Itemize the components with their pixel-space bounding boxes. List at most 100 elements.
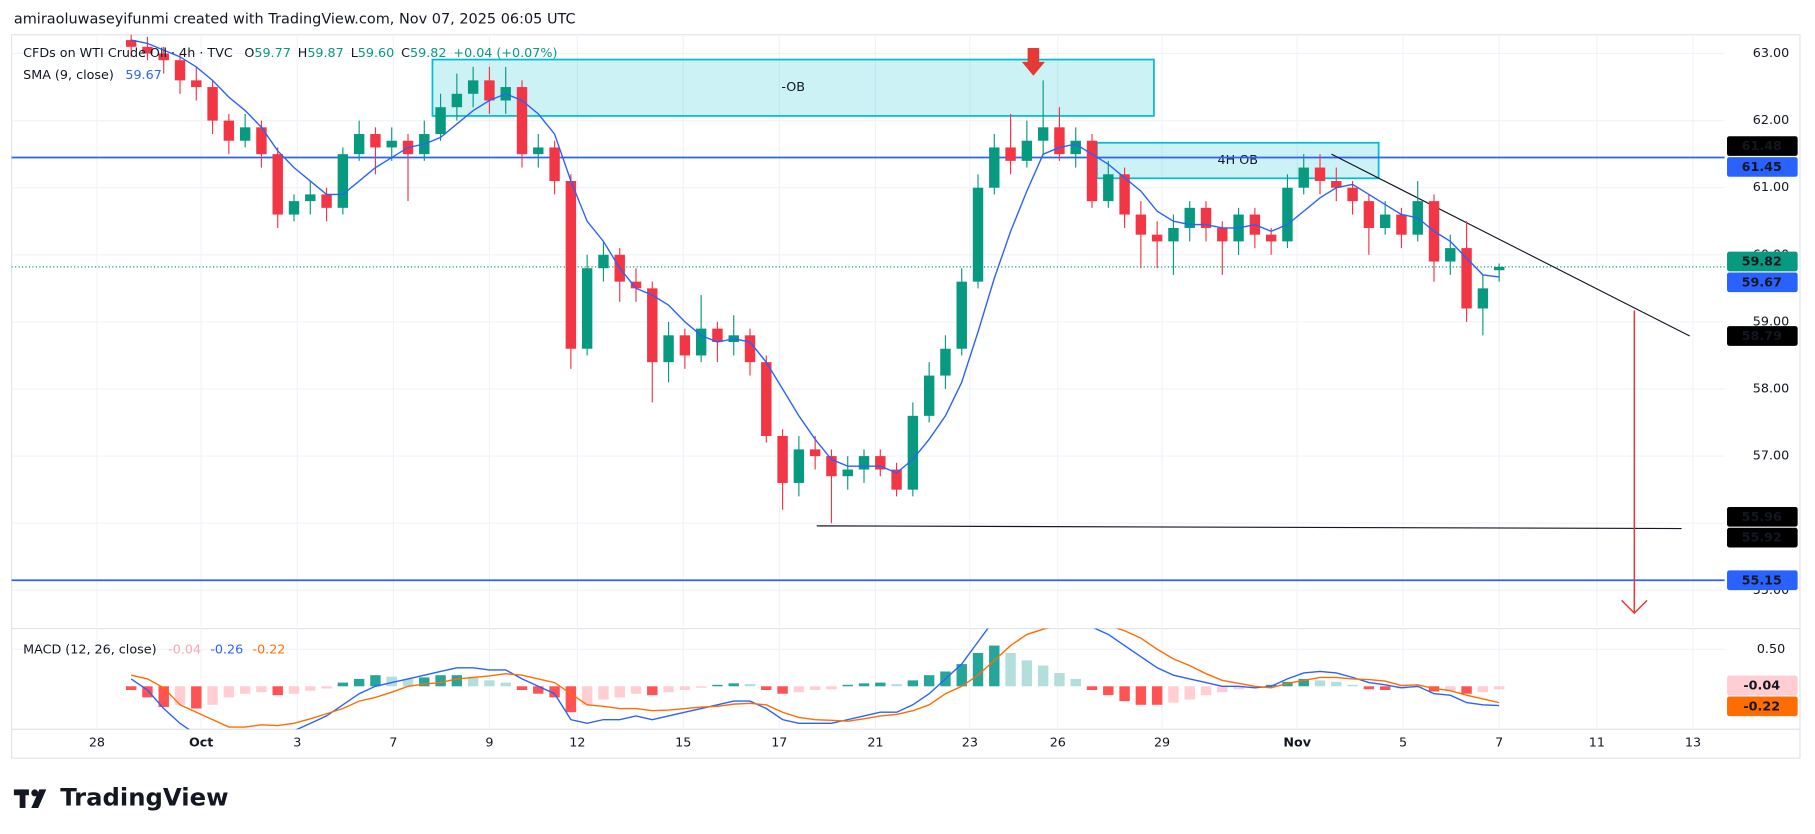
macd-histogram-bar	[581, 686, 593, 705]
candle-body	[1396, 214, 1407, 235]
candle-body	[353, 134, 365, 155]
macd-histogram-bar	[712, 684, 723, 687]
price-tag	[1727, 675, 1798, 696]
macd-histogram-bar	[435, 675, 446, 687]
price-tag	[1727, 527, 1798, 548]
candle-body	[1477, 288, 1489, 309]
brand-logo	[13, 789, 47, 808]
macd-histogram-bar	[891, 684, 902, 687]
candle-body	[793, 449, 805, 483]
candle-body	[1331, 180, 1342, 188]
order-block-label: -OB	[781, 80, 805, 95]
y2-tick-label: 0.50	[1757, 642, 1785, 657]
candle-body	[1363, 201, 1375, 228]
candle-body	[370, 134, 381, 148]
price-tag-label: 55.96	[1742, 510, 1782, 525]
candle-body	[549, 147, 560, 181]
x-tick-label: 29	[1154, 736, 1170, 751]
candle-body	[207, 87, 218, 121]
y-tick-label: 63.00	[1753, 46, 1789, 61]
macd-histogram-bar	[207, 686, 218, 705]
macd-histogram-bar	[565, 686, 577, 713]
candle-body	[1461, 248, 1472, 309]
macd-histogram-bar	[533, 686, 544, 694]
candle-body	[386, 140, 397, 148]
macd-histogram-bar	[142, 686, 153, 698]
candle-body	[533, 147, 544, 155]
price-tag-label: 55.92	[1742, 531, 1782, 546]
y-tick-label: 61.00	[1753, 180, 1789, 195]
candle-body	[1054, 127, 1065, 155]
candle-body	[1103, 174, 1114, 202]
price-tag-label: 59.67	[1742, 275, 1782, 290]
candle-body	[630, 281, 642, 289]
sma-line	[131, 39, 1500, 474]
macd-histogram-bar	[370, 675, 381, 687]
x-tick-label: 7	[389, 736, 397, 751]
brand: TradingView	[60, 783, 228, 812]
price-tag	[1727, 136, 1798, 156]
macd-legend: MACD (12, 26, close) -0.04 -0.26 -0.22	[23, 642, 285, 657]
macd-histogram-bar	[272, 686, 283, 696]
credit: amiraoluwaseyifunmi created with Trading…	[14, 12, 576, 28]
macd-histogram-bar	[1135, 686, 1147, 705]
signal-value: -0.22	[252, 642, 285, 657]
macd-histogram-bar	[598, 686, 609, 700]
ohlc-value: 59.60	[358, 46, 394, 61]
candle-body	[907, 415, 919, 490]
macd-histogram-bar	[956, 664, 967, 687]
macd-histogram-bar	[1477, 686, 1489, 693]
macd-label: MACD (12, 26, close)	[23, 642, 156, 657]
macd-histogram-bar	[875, 682, 886, 687]
hist-value: -0.04	[168, 642, 201, 657]
candle-body	[647, 288, 658, 363]
price-tag	[1727, 251, 1798, 272]
macd-histogram-bar	[663, 686, 674, 693]
macd-histogram-bar	[1233, 686, 1244, 690]
macd-histogram-bar	[630, 686, 642, 694]
macd-histogram-bar	[1184, 686, 1195, 700]
macd-histogram-bar	[1379, 686, 1391, 690]
macd-histogram-bar	[516, 686, 528, 690]
macd-histogram-bar	[1314, 680, 1326, 687]
candle-body	[1037, 127, 1049, 141]
macd-histogram-bar	[386, 676, 397, 687]
sma-label: SMA (9, close)	[23, 68, 114, 83]
price-tag-label: 61.48	[1742, 139, 1782, 154]
target-arrow-head	[1621, 599, 1648, 615]
x-tick-label: 28	[89, 736, 105, 751]
macd-histogram-bar	[288, 686, 300, 694]
grid	[11, 34, 1725, 730]
candle-body	[1379, 214, 1391, 228]
macd-histogram-bar	[1331, 681, 1342, 687]
x-tick-label: 3	[293, 736, 301, 751]
candle-body	[272, 154, 283, 215]
x-tick-label: Nov	[1283, 736, 1311, 751]
macd-histogram-bar	[1054, 672, 1065, 687]
trendline	[816, 525, 1682, 530]
candle-body	[1314, 167, 1326, 181]
x-tick-label: 17	[771, 736, 787, 751]
chart-frame	[10, 34, 1801, 759]
macd-histogram-bar	[1298, 678, 1309, 687]
candle-body	[1135, 214, 1147, 235]
candle-body	[142, 46, 153, 54]
price-change: +0.04 (+0.07%)	[453, 46, 557, 61]
candle-body	[451, 93, 463, 108]
macd-histogram-bar	[484, 680, 495, 687]
macd-histogram-bar	[858, 683, 870, 687]
x-tick-label: 7	[1495, 736, 1503, 751]
candle-body	[598, 254, 609, 269]
candle-body	[1493, 266, 1505, 271]
symbol-legend: CFDs on WTI Crude Oil · 4h · TVC O59.77 H5…	[23, 46, 557, 61]
macd-histogram-bar	[923, 675, 935, 687]
macd-histogram-bar	[1200, 686, 1212, 696]
macd-histogram-bar	[467, 676, 479, 687]
x-tick-label: 15	[675, 736, 691, 751]
sma-legend: SMA (9, close) 59.67	[23, 68, 162, 83]
candle-body	[565, 180, 577, 349]
y-tick-label: 59.00	[1753, 314, 1789, 329]
price-tag-label: 55.15	[1742, 573, 1782, 588]
candle-body	[712, 328, 723, 343]
candle-body	[891, 469, 902, 490]
